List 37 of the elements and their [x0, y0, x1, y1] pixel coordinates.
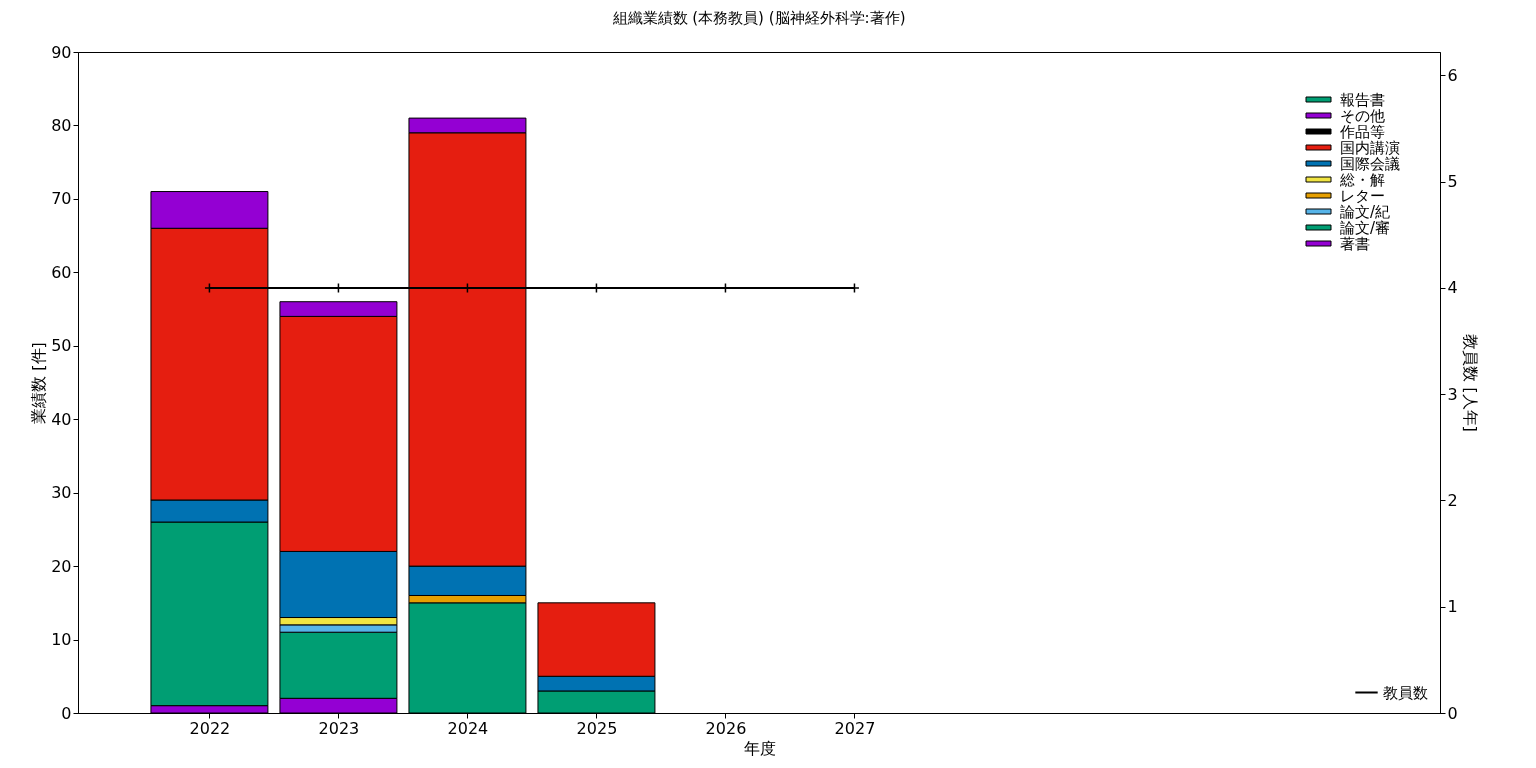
x-tick-label: 2026 [705, 718, 747, 738]
x-axis-title: 年度 [743, 738, 776, 758]
y2-tick-label: 5 [1447, 172, 1458, 192]
y-tick-label: 70 [51, 189, 72, 209]
y-tick-label: 10 [51, 630, 72, 650]
y2-tick-label: 2 [1447, 490, 1458, 510]
legend-label: 教員数 [1383, 683, 1428, 702]
y2-tick-label: 0 [1447, 703, 1458, 723]
x-tick-label: 2022 [189, 718, 231, 738]
x-tick-label: 2024 [447, 718, 489, 738]
y2-tick-label: 6 [1447, 65, 1458, 85]
legend-label: 報告書 [1340, 90, 1385, 109]
y-tick-label: 90 [51, 42, 72, 62]
x-tick-label: 2025 [576, 718, 618, 738]
y2-tick-label: 4 [1447, 278, 1458, 298]
y-tick-label: 80 [51, 115, 72, 135]
legend-label: 作品等 [1339, 122, 1385, 141]
legend-label: 著書 [1340, 234, 1370, 253]
y2-axis-title: 教員数 [人年] [1460, 334, 1480, 432]
y-tick-label: 20 [51, 556, 72, 576]
x-tick-label: 2027 [834, 718, 876, 738]
y-tick-label: 40 [51, 409, 72, 429]
legend-label: 国際会議 [1340, 154, 1400, 173]
y-tick-label: 50 [51, 336, 72, 356]
y-tick-label: 30 [51, 483, 72, 503]
legend-label: レター [1340, 186, 1385, 205]
y2-tick-label: 3 [1447, 384, 1458, 404]
x-tick-label: 2023 [318, 718, 360, 738]
y2-tick-label: 1 [1447, 597, 1458, 617]
legend-label: 総・解 [1339, 170, 1385, 189]
y-axis-title: 業績数 [件] [29, 342, 49, 424]
legend-label: 論文/審 [1340, 218, 1391, 237]
y-tick-label: 0 [61, 703, 72, 723]
legend-label: 国内講演 [1340, 138, 1400, 157]
y-tick-label: 60 [51, 262, 72, 282]
legend-label: 論文/紀 [1340, 202, 1391, 221]
chart-title: 組織業績数 (本務教員) (脳神経外科学:著作) [611, 9, 906, 27]
